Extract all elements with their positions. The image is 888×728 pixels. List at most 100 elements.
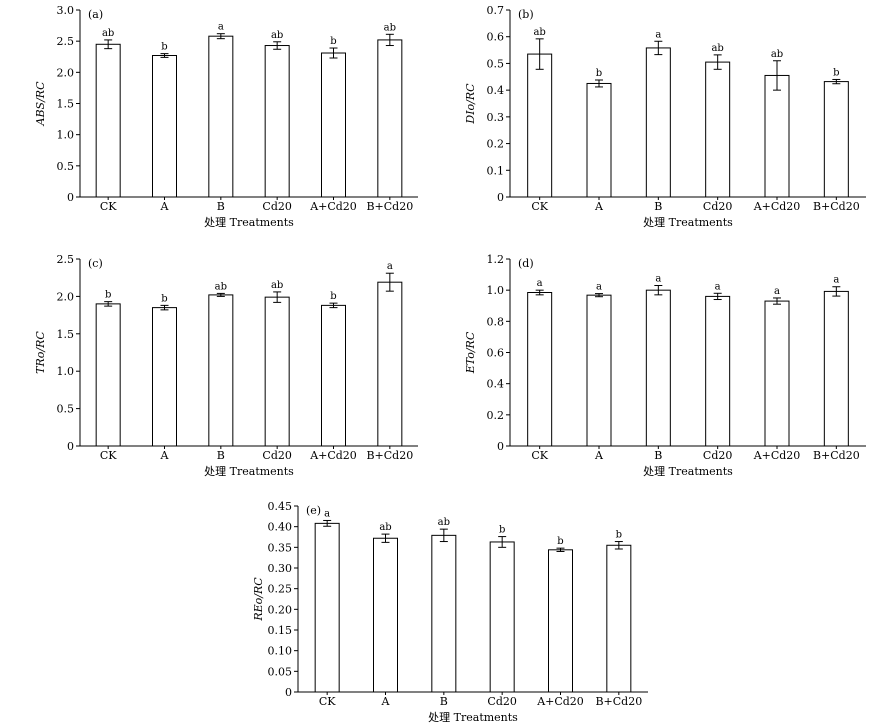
significance-label: b	[616, 530, 622, 541]
y-tick-label: 1.5	[57, 98, 75, 111]
y-tick-label: 0.8	[487, 315, 505, 328]
x-tick-label: CK	[100, 200, 117, 213]
x-tick-label: A	[594, 200, 604, 213]
significance-label: a	[596, 282, 602, 293]
x-tick-label: A+Cd20	[309, 200, 357, 213]
significance-label: a	[655, 29, 661, 40]
x-tick-label: B	[217, 200, 225, 213]
y-axis-title: DIo/RC	[464, 83, 477, 125]
bar-a	[152, 307, 177, 447]
significance-label: ab	[384, 22, 396, 33]
significance-label: b	[557, 536, 563, 547]
bar-bcd20	[823, 81, 849, 198]
bar-acd20	[764, 300, 790, 447]
significance-label: ab	[438, 517, 450, 528]
y-tick-label: 2.5	[57, 35, 75, 48]
x-tick-label: Cd20	[703, 449, 732, 462]
bar-b	[431, 534, 457, 693]
y-tick-label: 0	[67, 440, 74, 453]
significance-label: b	[833, 67, 839, 78]
y-tick-label: 3.0	[57, 4, 75, 17]
panel-a: 0 0.5 1.0 1.5 2.0 2.5 3.0 ab CK b Aa Bab Cd20 b A+Cd20…	[34, 4, 418, 229]
panel-d: 0 0.2 0.4 0.6 0.8 1.0 1.2 a CK a Aa Ba Cd20 a A+Cd20 a B…	[464, 253, 866, 478]
significance-label: b	[161, 293, 167, 304]
bar-cd20	[705, 295, 731, 447]
significance-label: a	[774, 286, 780, 297]
y-axis-title: TRo/RC	[34, 331, 47, 374]
x-tick-label: A	[160, 449, 170, 462]
bar-a	[586, 294, 612, 447]
x-tick-label: A+Cd20	[753, 200, 801, 213]
x-axis-title: 处理 Treatments	[643, 465, 733, 478]
panel-label: (c)	[88, 257, 103, 270]
x-tick-label: B	[217, 449, 225, 462]
significance-label: b	[330, 36, 336, 47]
y-tick-label: 0.4	[487, 84, 505, 97]
panel-label: (a)	[88, 8, 103, 21]
x-tick-label: Cd20	[703, 200, 732, 213]
x-tick-label: A+Cd20	[536, 695, 584, 708]
y-tick-label: 0.3	[487, 111, 505, 124]
x-tick-label: B	[654, 200, 662, 213]
y-tick-label: 0.40	[268, 521, 293, 534]
bar-acd20	[321, 304, 346, 447]
significance-label: ab	[533, 27, 545, 38]
x-tick-label: A+Cd20	[309, 449, 357, 462]
bar-b	[645, 47, 671, 198]
x-tick-label: CK	[319, 695, 336, 708]
bar-cd20	[264, 45, 290, 198]
y-tick-label: 0.5	[57, 403, 75, 416]
y-tick-label: 1.0	[57, 365, 75, 378]
y-tick-label: 0.30	[268, 562, 293, 575]
panel-c: 0 0.5 1.0 1.5 2.0 2.5 b CK b Aab Bab Cd20 b A+Cd20 a B+…	[34, 253, 418, 478]
y-tick-label: 2.0	[57, 290, 75, 303]
x-tick-label: B+Cd20	[366, 449, 413, 462]
x-tick-label: CK	[531, 200, 548, 213]
bar-ck	[314, 522, 340, 693]
bar-a	[586, 82, 612, 198]
bar-bcd20	[377, 39, 403, 198]
y-axis-title: ETo/RC	[464, 331, 477, 374]
x-tick-label: B+Cd20	[813, 449, 860, 462]
y-tick-label: 0.2	[487, 138, 505, 151]
y-tick-label: 1.0	[487, 284, 505, 297]
y-tick-label: 1.2	[487, 253, 505, 266]
y-tick-label: 0.15	[268, 624, 293, 637]
bar-cd20	[489, 541, 515, 693]
bar-ck	[527, 53, 553, 198]
significance-label: ab	[215, 281, 227, 292]
significance-label: a	[655, 273, 661, 284]
significance-label: a	[387, 261, 393, 272]
panel-label: (e)	[306, 504, 321, 517]
y-tick-label: 0.2	[487, 409, 505, 422]
significance-label: a	[218, 22, 224, 33]
bar-bcd20	[823, 290, 849, 447]
significance-label: b	[330, 291, 336, 302]
bar-b	[208, 294, 234, 447]
y-tick-label: 2.0	[57, 66, 75, 79]
y-tick-label: 0.5	[487, 57, 505, 70]
y-tick-label: 0.20	[268, 603, 293, 616]
y-tick-label: 0.35	[268, 541, 293, 554]
x-tick-label: A	[160, 200, 170, 213]
y-tick-label: 0.05	[268, 665, 293, 678]
y-tick-label: 0	[67, 191, 74, 204]
y-axis-title: ABS/RC	[34, 81, 47, 127]
significance-label: a	[715, 281, 721, 292]
y-tick-label: 1.5	[57, 328, 75, 341]
x-axis-title: 处理 Treatments	[428, 711, 518, 724]
x-tick-label: B+Cd20	[595, 695, 642, 708]
panel-label: (b)	[518, 8, 534, 21]
bar-cd20	[264, 296, 290, 447]
bar-acd20	[764, 74, 790, 198]
bar-a	[152, 55, 177, 198]
y-tick-label: 0.5	[57, 160, 75, 173]
y-tick-label: 0.6	[487, 31, 505, 44]
y-tick-label: 0.4	[487, 378, 505, 391]
significance-label: a	[324, 508, 330, 519]
y-tick-label: 0.10	[268, 645, 293, 658]
significance-label: a	[833, 275, 839, 286]
y-tick-label: 0.6	[487, 347, 505, 360]
significance-label: a	[537, 278, 543, 289]
significance-label: b	[499, 525, 505, 536]
